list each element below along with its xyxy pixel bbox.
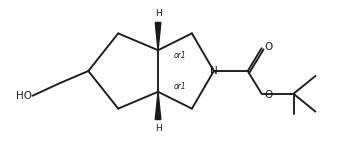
Text: or1: or1 [174, 51, 186, 60]
Text: N: N [210, 66, 218, 76]
Polygon shape [155, 92, 161, 120]
Text: H: H [155, 125, 161, 133]
Polygon shape [155, 22, 161, 50]
Text: O: O [265, 90, 273, 100]
Text: O: O [265, 42, 273, 52]
Text: H: H [155, 9, 161, 17]
Text: or1: or1 [174, 82, 186, 91]
Text: HO: HO [15, 91, 32, 101]
